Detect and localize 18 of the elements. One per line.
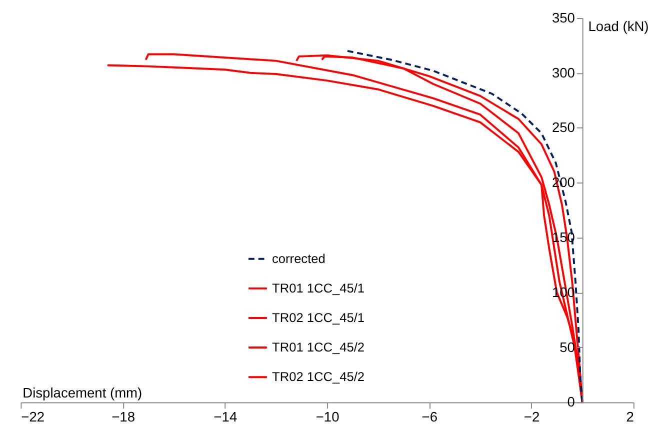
y-tick-label: 250 bbox=[552, 120, 576, 136]
x-tick-label: 2 bbox=[626, 409, 634, 424]
x-tick-label: −14 bbox=[214, 409, 238, 424]
x-tick-label: −10 bbox=[316, 409, 340, 424]
legend-label: TR02 1CC_45/2 bbox=[272, 369, 365, 384]
y-axis-title: Load (kN) bbox=[588, 18, 649, 34]
legend-label: TR01 1CC_45/2 bbox=[272, 339, 365, 354]
x-tick-label: −6 bbox=[422, 409, 438, 424]
y-tick-label: 350 bbox=[552, 10, 576, 26]
x-tick-label: −2 bbox=[524, 409, 540, 424]
x-tick-label: −18 bbox=[112, 409, 136, 424]
y-tick-label: 0 bbox=[567, 394, 576, 410]
x-tick-label: −22 bbox=[21, 409, 45, 424]
legend-label: TR02 1CC_45/1 bbox=[272, 310, 365, 325]
legend-label: corrected bbox=[272, 250, 326, 266]
x-axis-title: Displacement (mm) bbox=[22, 385, 142, 400]
y-tick-label: 300 bbox=[552, 65, 576, 80]
legend-label: TR01 1CC_45/1 bbox=[272, 280, 365, 296]
